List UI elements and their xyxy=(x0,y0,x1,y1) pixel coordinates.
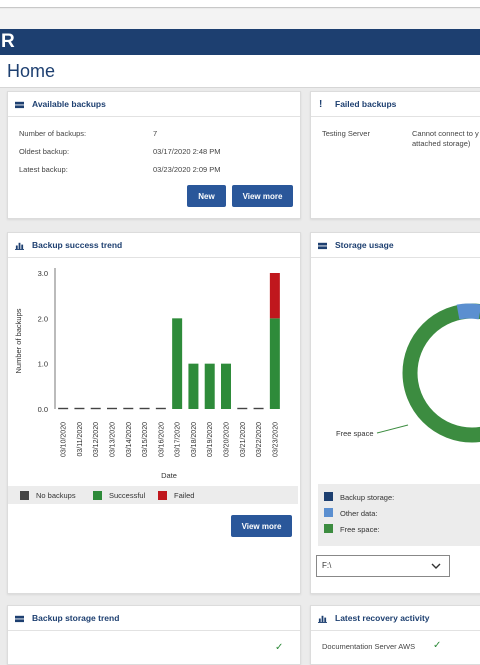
y-tick-label: 0.0 xyxy=(38,405,48,414)
app-title: R xyxy=(1,31,15,52)
success-trend-view-more-button[interactable]: View more xyxy=(231,515,292,537)
legend-swatch-other-data xyxy=(324,508,333,517)
storage-icon xyxy=(15,101,24,109)
failed-backups-header: ! Failed backups xyxy=(311,92,480,117)
bar-failed xyxy=(269,273,280,319)
storage-usage-legend: Backup storage: Other data: Free space: xyxy=(318,484,480,546)
recovery-activity-header: Latest recovery activity xyxy=(311,606,480,631)
storage-trend-title: Backup storage trend xyxy=(32,613,120,623)
x-tick-label: 03/14/2020 xyxy=(126,422,133,457)
backups-count-label: Number of backups: xyxy=(19,129,87,138)
success-trend-header: Backup success trend xyxy=(8,233,300,258)
x-tick-label: 03/18/2020 xyxy=(191,422,198,457)
legend-swatch-backup-storage xyxy=(324,492,333,501)
bar-successful xyxy=(269,318,280,409)
app-bar: R xyxy=(0,29,480,55)
failed-backups-title: Failed backups xyxy=(335,99,397,109)
latest-backup-label: Latest backup: xyxy=(19,165,68,174)
legend-label-free-space: Free space: xyxy=(340,525,380,534)
failed-message-line1: Cannot connect to y xyxy=(412,129,479,138)
bar-chart-icon xyxy=(15,242,24,250)
available-backups-view-more-button[interactable]: View more xyxy=(232,185,293,207)
storage-icon xyxy=(318,242,327,250)
storage-trend-header: Backup storage trend xyxy=(8,606,300,631)
available-backups-title: Available backups xyxy=(32,99,106,109)
storage-icon xyxy=(15,615,24,623)
drive-select-value: F:\ xyxy=(322,561,332,570)
page-title: Home xyxy=(7,61,56,81)
x-tick-label: 03/21/2020 xyxy=(240,422,247,457)
new-backup-button[interactable]: New xyxy=(187,185,226,207)
success-trend-legend: No backups Successful Failed xyxy=(8,486,298,504)
page-header: Home xyxy=(0,55,480,88)
x-tick-label: 03/13/2020 xyxy=(110,422,117,457)
top-strip xyxy=(0,0,480,8)
bar-successful xyxy=(221,363,231,409)
failed-backups-card: ! Failed backups Testing Server Cannot c… xyxy=(310,91,480,219)
donut-other-data-slice xyxy=(456,303,480,320)
success-trend-title: Backup success trend xyxy=(32,240,123,250)
failed-message-line2: attached storage) xyxy=(412,139,471,148)
storage-usage-header: Storage usage xyxy=(311,233,480,258)
donut-free-space-slice xyxy=(402,303,480,443)
backup-storage-trend-card: Backup storage trend ✓ xyxy=(7,605,301,665)
legend-swatch-successful xyxy=(93,491,102,500)
x-tick-label: 03/12/2020 xyxy=(93,422,100,457)
free-space-callout: Free space xyxy=(336,429,374,438)
legend-label-successful: Successful xyxy=(109,491,146,500)
x-axis-title: Date xyxy=(161,471,177,480)
failed-server-name: Testing Server xyxy=(322,129,370,138)
bar-successful xyxy=(188,363,199,409)
checkmark-icon: ✓ xyxy=(275,642,284,653)
y-tick-label: 3.0 xyxy=(38,269,48,278)
y-axis-title: Number of backups xyxy=(14,308,23,373)
legend-label-no-backups: No backups xyxy=(36,491,76,500)
x-tick-label: 03/17/2020 xyxy=(175,422,182,457)
free-space-callout-line xyxy=(376,424,409,434)
oldest-backup-value: 03/17/2020 2:48 PM xyxy=(153,147,221,156)
x-tick-label: 03/11/2020 xyxy=(77,422,84,457)
x-tick-label: 03/20/2020 xyxy=(224,422,231,457)
bar-successful xyxy=(204,363,215,409)
x-tick-label: 03/16/2020 xyxy=(158,422,165,457)
legend-label-failed: Failed xyxy=(174,491,195,500)
x-tick-label: 03/22/2020 xyxy=(256,422,263,457)
oldest-backup-label: Oldest backup: xyxy=(19,147,70,156)
recovery-item-name[interactable]: Documentation Server AWS xyxy=(322,642,416,651)
x-tick-label: 03/23/2020 xyxy=(272,422,279,457)
backup-success-chart: 0.0 1.0 2.0 3.0 Number of backups 03/10/2020 0… xyxy=(14,268,280,480)
legend-label-backup-storage: Backup storage: xyxy=(340,493,395,502)
legend-swatch-free-space xyxy=(324,524,333,533)
recovery-activity-title: Latest recovery activity xyxy=(335,613,430,623)
bar-chart-icon xyxy=(318,615,327,623)
y-tick-label: 2.0 xyxy=(38,314,48,323)
x-tick-label: 03/10/2020 xyxy=(61,422,68,457)
storage-donut-chart xyxy=(376,303,480,443)
latest-backup-value: 03/23/2020 2:09 PM xyxy=(153,165,221,174)
y-tick-label: 1.0 xyxy=(38,360,48,369)
chevron-down-icon xyxy=(431,563,441,569)
latest-recovery-activity-card: Latest recovery activity Documentation S… xyxy=(310,605,480,665)
bar-successful xyxy=(172,318,183,409)
available-backups-card: Available backups Number of backups: 7 O… xyxy=(7,91,301,219)
drive-select[interactable]: F:\ xyxy=(316,555,450,577)
available-backups-header: Available backups xyxy=(8,92,300,117)
legend-label-other-data: Other data: xyxy=(340,509,378,518)
top-gap xyxy=(0,9,480,29)
storage-usage-title: Storage usage xyxy=(335,240,394,250)
backups-count-value: 7 xyxy=(153,129,158,138)
x-tick-label: 03/19/2020 xyxy=(207,422,214,457)
x-tick-label: 03/15/2020 xyxy=(142,422,149,457)
checkmark-icon: ✓ xyxy=(433,640,442,651)
legend-swatch-failed xyxy=(158,491,167,500)
exclamation-icon: ! xyxy=(319,99,323,110)
legend-swatch-no-backups xyxy=(20,491,29,500)
